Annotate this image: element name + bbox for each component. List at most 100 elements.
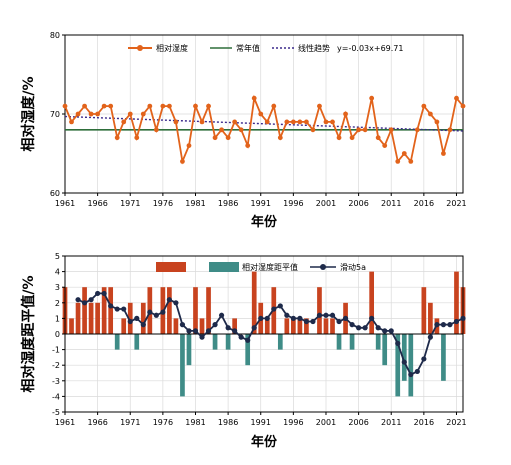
moving-average-point (147, 309, 153, 315)
moving-average-point (434, 322, 440, 328)
positive-anomaly-bar (206, 287, 211, 334)
negative-anomaly-bar (114, 334, 120, 350)
humidity-point (264, 119, 270, 125)
humidity-point (251, 95, 257, 101)
top-x-tick-label: 2011 (381, 199, 401, 208)
humidity-point (460, 103, 466, 109)
negative-anomaly-bar (186, 334, 192, 366)
moving-average-point (395, 340, 401, 346)
moving-average-point (238, 334, 244, 340)
bottom-x-tick-label: 1986 (218, 418, 238, 427)
humidity-point (245, 143, 251, 149)
bottom-x-tick-label: 2016 (414, 418, 434, 427)
positive-anomaly-bar (193, 287, 198, 334)
moving-average-point (336, 318, 342, 325)
humidity-point (219, 127, 224, 133)
positive-anomaly-bar (101, 287, 107, 334)
legend-humidity-marker (137, 45, 143, 51)
bottom-y-tick-label: 5 (55, 252, 60, 261)
moving-average-point (114, 306, 120, 312)
legend-positive-swatch (156, 262, 186, 272)
legend-moving-marker (320, 264, 326, 270)
humidity-point (317, 103, 322, 109)
moving-average-point (245, 337, 251, 343)
bottom-x-ticks: 1961 1966 1971 1976 1981 1986 1991 1996 2001 2006… (55, 412, 467, 427)
humidity-chart: 60 70 80 1961 1966 1971 1976 1981 1986 1991 1996 2… (20, 31, 467, 230)
top-x-axis-label: 年份 (251, 214, 278, 230)
bottom-x-tick-label: 2011 (381, 418, 401, 427)
bottom-y-tick-label: -4 (52, 392, 60, 401)
negative-anomaly-bar (134, 334, 140, 350)
positive-anomaly-bar (317, 287, 322, 334)
moving-average-point (349, 322, 355, 328)
positive-anomaly-bar (291, 318, 296, 334)
humidity-point (447, 127, 453, 133)
moving-average-point (388, 328, 394, 334)
moving-average-point (192, 328, 199, 334)
positive-anomaly-bar (82, 287, 87, 334)
humidity-point (108, 103, 114, 109)
top-x-tick-label: 1991 (251, 199, 271, 208)
bottom-x-tick-label: 2001 (316, 418, 336, 427)
positive-anomaly-bar (173, 318, 179, 334)
moving-average-point (447, 322, 453, 328)
moving-average-point (218, 312, 225, 318)
humidity-point (62, 103, 68, 109)
humidity-point (193, 103, 198, 109)
moving-average-point (453, 318, 460, 325)
bottom-y-tick-label: 1 (55, 314, 60, 323)
moving-average-point (375, 325, 381, 331)
moving-average-point (329, 312, 336, 318)
humidity-point (225, 135, 231, 141)
positive-anomaly-bar (232, 318, 237, 334)
humidity-point (180, 159, 185, 164)
humidity-point (356, 127, 362, 133)
bottom-x-tick-label: 1996 (283, 418, 303, 427)
negative-anomaly-bar (401, 334, 407, 381)
negative-anomaly-bar (277, 334, 283, 350)
positive-anomaly-bar (140, 302, 146, 334)
humidity-point (336, 135, 342, 141)
moving-average-point (140, 322, 146, 328)
negative-anomaly-bar (408, 334, 414, 397)
moving-average-point (369, 315, 375, 321)
humidity-point (160, 103, 166, 109)
humidity-point (95, 111, 101, 117)
moving-average-point (101, 290, 107, 297)
moving-average-point (284, 312, 290, 318)
bottom-y-tick-label: -1 (52, 346, 60, 355)
humidity-point (277, 135, 283, 141)
moving-average-point (81, 300, 88, 306)
top-grid (64, 34, 463, 194)
moving-average-point (277, 303, 283, 309)
moving-average-point (121, 306, 127, 312)
positive-anomaly-bar (454, 271, 459, 334)
legend-trend-label: 线性趋势 (298, 43, 330, 53)
negative-anomaly-bar (180, 334, 185, 397)
bottom-x-tick-label: 2006 (348, 418, 368, 427)
top-x-tick-label: 2016 (414, 199, 434, 208)
humidity-point (290, 119, 296, 125)
top-y-ticks: 60 70 80 (50, 31, 65, 198)
bottom-x-tick-label: 1966 (87, 418, 107, 427)
humidity-point (166, 103, 172, 109)
positive-anomaly-bar (69, 318, 74, 334)
moving-average-point (251, 325, 257, 331)
humidity-point (454, 95, 459, 101)
bottom-y-tick-label: 0 (55, 330, 60, 339)
top-x-tick-label: 1981 (185, 199, 205, 208)
top-x-tick-label: 1986 (218, 199, 238, 208)
humidity-point (388, 127, 394, 133)
humidity-point (186, 143, 192, 149)
legend-normal-label: 常年值 (236, 43, 260, 53)
moving-average-point (258, 315, 264, 321)
negative-anomaly-bar (225, 334, 231, 350)
moving-average-point (186, 328, 192, 334)
bottom-legend: 相对湿度距平值 滑动5a (156, 262, 366, 272)
moving-average-point (127, 318, 133, 325)
humidity-point (173, 119, 179, 125)
negative-anomaly-bar (395, 334, 401, 397)
moving-average-point (160, 309, 166, 315)
bottom-x-tick-label: 2021 (446, 418, 466, 427)
